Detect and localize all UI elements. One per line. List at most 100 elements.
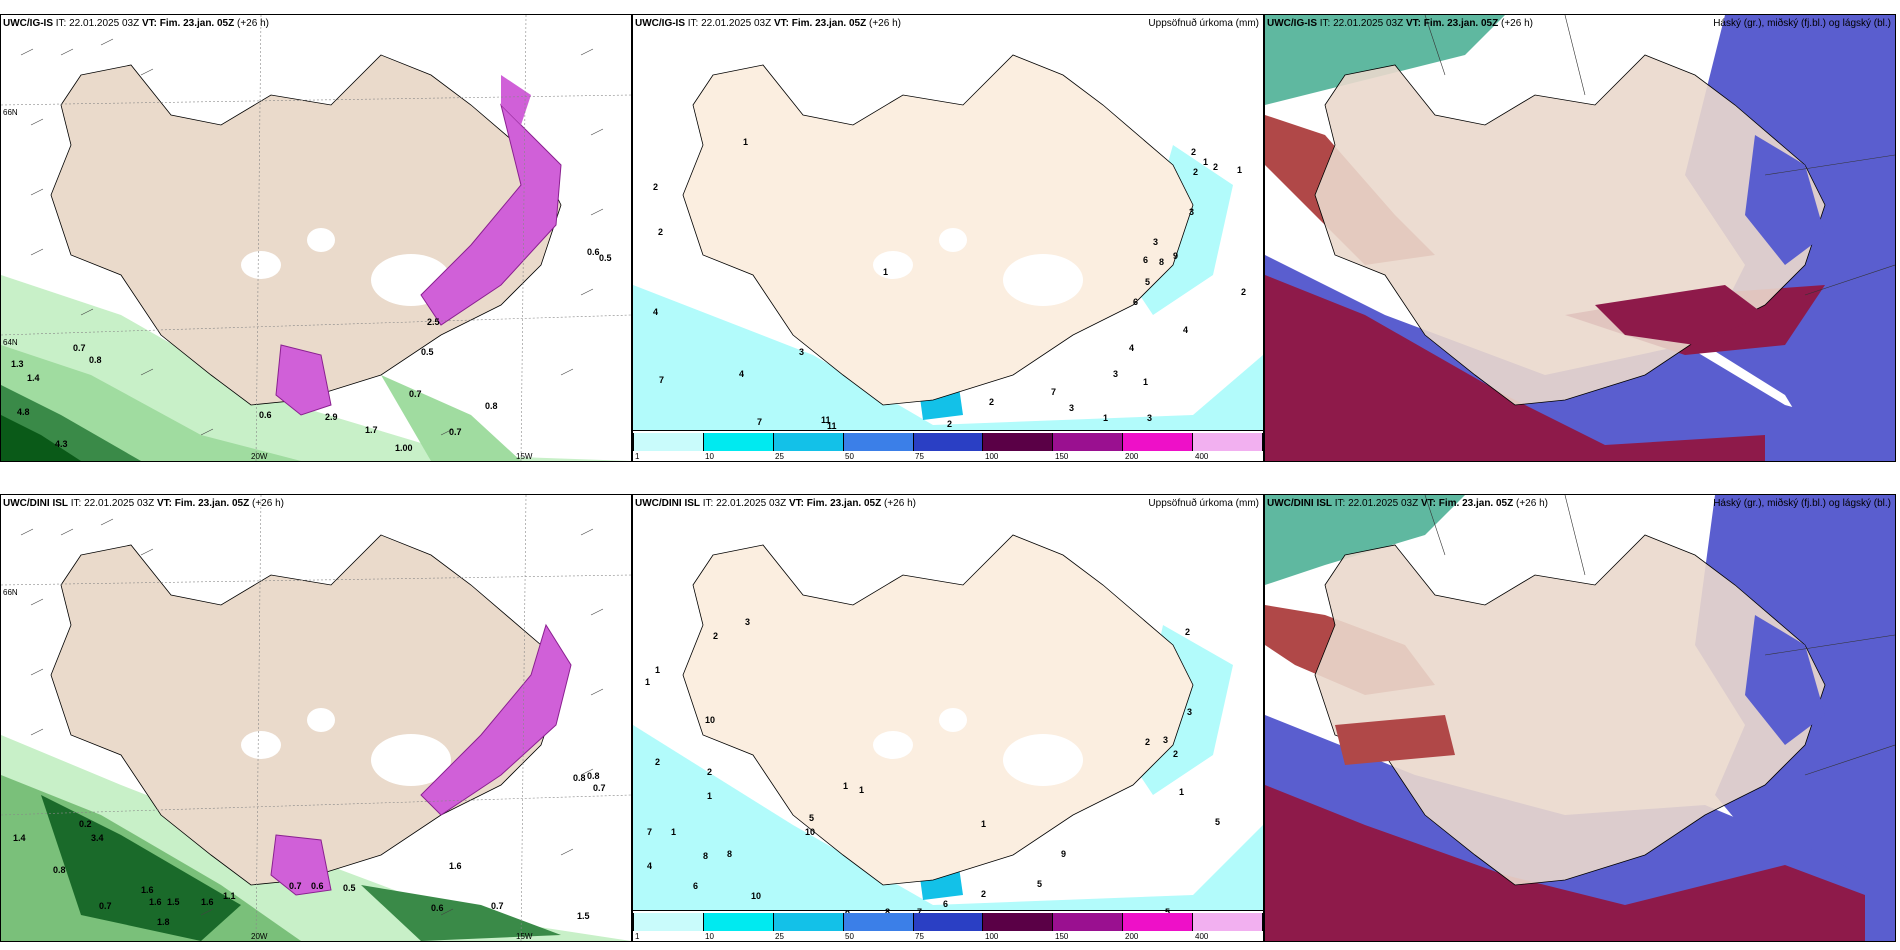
svg-text:0.5: 0.5 [421,347,434,357]
svg-text:6: 6 [943,899,948,909]
colorbar-label: 50 [845,932,854,941]
svg-text:1: 1 [981,819,986,829]
colorbar-label: 1 [635,932,640,941]
svg-text:5: 5 [1037,879,1042,889]
panel-clouds-row1: UWC/IG-IS IT: 22.01.2025 03Z VT: Fim. 23… [1264,14,1896,462]
svg-text:0.7: 0.7 [449,427,462,437]
svg-text:0.7: 0.7 [289,881,302,891]
svg-text:2: 2 [658,227,663,237]
map-accum-precip: 1 2 2 4 4 7 7 3 11 11 1 2 2 3 1 2 3 4 6 … [633,15,1263,461]
panel-wind-precip-row1: UWC/IG-IS IT: 22.01.2025 03Z VT: Fim. 23… [0,14,632,462]
svg-text:1: 1 [859,785,864,795]
colorbar-label: 10 [705,452,714,461]
svg-text:7: 7 [917,907,922,917]
panel-subtitle: Háský (gr.), miðský (fj.bl.) og lágský (… [1713,498,1891,509]
svg-text:2: 2 [1241,287,1246,297]
colorbar-label: 75 [915,932,924,941]
colorbar-label: 200 [1125,932,1139,941]
svg-text:2: 2 [1173,749,1178,759]
colorbar-swatch [1053,433,1124,451]
svg-text:2: 2 [1145,737,1150,747]
svg-text:1: 1 [743,137,748,147]
svg-text:66N: 66N [3,108,18,117]
colorbar-label: 200 [1125,452,1139,461]
colorbar-label: 100 [985,932,999,941]
svg-text:6: 6 [1133,297,1138,307]
svg-text:1: 1 [1103,413,1108,423]
svg-text:0.5: 0.5 [343,883,356,893]
svg-text:1: 1 [645,677,650,687]
svg-text:6: 6 [1143,255,1148,265]
svg-text:7: 7 [1051,387,1056,397]
svg-text:0.8: 0.8 [573,773,586,783]
svg-text:1: 1 [1143,377,1148,387]
svg-text:1.5: 1.5 [167,897,180,907]
svg-text:4: 4 [653,307,658,317]
colorbar-swatch [1053,913,1124,931]
colorbar-swatch [773,433,844,451]
colorbar-swatch [1123,913,1194,931]
svg-text:1: 1 [1237,165,1242,175]
svg-text:2: 2 [655,757,660,767]
svg-text:4: 4 [1129,343,1134,353]
svg-text:5: 5 [1215,817,1220,827]
svg-text:1.5: 1.5 [577,911,590,921]
svg-text:1.6: 1.6 [201,897,214,907]
svg-text:0.6: 0.6 [431,903,444,913]
svg-text:1.8: 1.8 [157,917,170,927]
svg-text:8: 8 [703,851,708,861]
svg-text:0.7: 0.7 [491,901,504,911]
svg-text:15W: 15W [516,932,533,941]
svg-text:0.8: 0.8 [53,865,66,875]
colorbar-swatch [913,433,984,451]
map-clouds [1265,15,1895,461]
svg-text:1: 1 [843,781,848,791]
panel-title: UWC/IG-IS IT: 22.01.2025 03Z VT: Fim. 23… [1267,18,1533,29]
colorbar-swatch [703,913,774,931]
svg-text:3: 3 [1113,369,1118,379]
svg-text:6: 6 [693,881,698,891]
svg-text:20W: 20W [251,452,268,461]
svg-text:0.2: 0.2 [79,819,92,829]
svg-text:3.4: 3.4 [91,833,104,843]
colorbar-swatch [1193,913,1263,931]
svg-text:4: 4 [1183,325,1188,335]
colorbar-swatch [843,913,914,931]
svg-text:0.8: 0.8 [485,401,498,411]
svg-text:10: 10 [751,891,761,901]
svg-text:20W: 20W [251,932,268,941]
svg-text:1: 1 [1203,157,1208,167]
svg-text:8: 8 [1159,257,1164,267]
svg-text:0.7: 0.7 [409,389,422,399]
svg-text:64N: 64N [3,338,18,347]
colorbar-swatch [633,433,704,451]
svg-text:7: 7 [659,375,664,385]
svg-text:1.6: 1.6 [449,861,462,871]
svg-text:15W: 15W [516,452,533,461]
svg-text:8: 8 [885,907,890,917]
colorbar-swatch [773,913,844,931]
svg-text:4: 4 [647,861,652,871]
svg-text:3: 3 [1187,707,1192,717]
svg-text:8: 8 [727,849,732,859]
panel-subtitle: Uppsöfnuð úrkoma (mm) [1148,18,1259,29]
svg-text:3: 3 [799,347,804,357]
svg-text:0.8: 0.8 [89,355,102,365]
panel-wind-precip-row2: UWC/DINI ISL IT: 22.01.2025 03Z VT: Fim.… [0,494,632,942]
svg-text:1: 1 [655,665,660,675]
colorbar-swatch [913,913,984,931]
panel-title: UWC/IG-IS IT: 22.01.2025 03Z VT: Fim. 23… [635,18,901,29]
colorbar-swatch [633,913,704,931]
colorbar-label: 10 [705,932,714,941]
svg-text:2: 2 [1191,147,1196,157]
map-wind-precip: 20W 15W 66N 1.4 0.2 3.4 0.8 0.7 1.6 1.6 … [1,495,631,941]
svg-text:3: 3 [1153,237,1158,247]
svg-text:4: 4 [739,369,744,379]
svg-text:3: 3 [1147,413,1152,423]
svg-text:7: 7 [647,827,652,837]
svg-text:10: 10 [705,715,715,725]
map-accum-precip: 3 2 1 1 10 2 2 1 1 7 8 8 4 6 10 5 10 1 1… [633,495,1263,941]
svg-text:0.7: 0.7 [73,343,86,353]
colorbar-swatch [1123,433,1194,451]
colorbar-swatch [983,433,1054,451]
